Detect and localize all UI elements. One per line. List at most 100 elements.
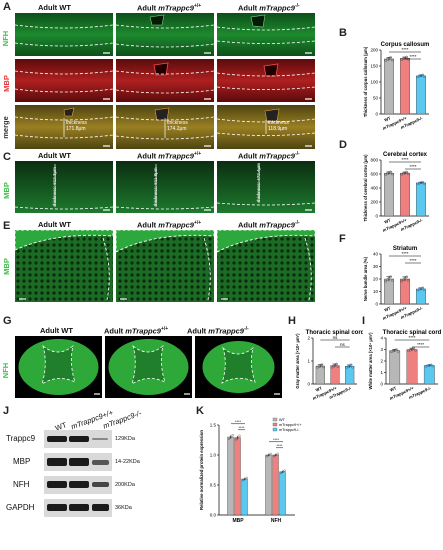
- data-point: [336, 365, 340, 368]
- data-point: [428, 364, 431, 367]
- data-point: [422, 75, 426, 78]
- panel-letter-c: C: [3, 151, 11, 163]
- chart-f: Striatum Nerve bundle area (%) 0 10 20 30 40 WT…: [363, 246, 429, 321]
- y-axis-label: Gray matter area (×10⁶ μm²): [295, 333, 300, 389]
- thickness-label-minus: thickness 118.9μm: [268, 120, 289, 132]
- chart-title: Cerebral cortex: [383, 152, 428, 158]
- data-point: [400, 172, 404, 176]
- y-tick-label: 100: [370, 80, 378, 85]
- data-point: [406, 279, 410, 282]
- c-title-plus: Adult mTrappc9+/+: [137, 151, 202, 161]
- data-point: [416, 182, 420, 186]
- bar-0: [384, 172, 395, 217]
- sig-label: ****: [273, 438, 279, 442]
- sig-label: ****: [239, 426, 245, 430]
- row-label-mbp-c: MBP: [1, 182, 11, 199]
- data-point: [426, 364, 429, 368]
- data-point: [419, 287, 423, 290]
- y-tick-label: 1: [380, 370, 383, 375]
- data-point: [431, 364, 435, 368]
- data-point: [416, 288, 420, 292]
- row-label-mbp: MBP: [1, 75, 11, 92]
- data-point: [395, 348, 398, 351]
- cortex-label-minus: thickness: 472.4μm: [256, 163, 261, 202]
- spinal-cord-minus: [195, 336, 282, 398]
- sig-label: ****: [409, 164, 416, 169]
- x-tick-label: WT: [315, 385, 323, 392]
- data-point: [243, 477, 246, 481]
- c-title-minus: Adult mTrappc9-/-: [238, 151, 300, 161]
- bar-0: [389, 350, 401, 385]
- data-point: [335, 362, 338, 366]
- sig-label: ****: [409, 258, 416, 263]
- y-tick-label: 30: [373, 264, 379, 269]
- sig-label: ****: [235, 420, 241, 424]
- micrograph-cortex-wt: [15, 161, 113, 213]
- sig-label: ****: [417, 342, 424, 347]
- data-point: [390, 279, 394, 282]
- data-point: [231, 434, 234, 437]
- chart-k: Relative normalized protein expression 0.…: [199, 417, 302, 524]
- data-point: [234, 438, 238, 441]
- bar-nfh-0: [265, 454, 272, 516]
- bar-0: [384, 58, 395, 115]
- panel-letter-d: D: [339, 139, 347, 151]
- legend-label: mTrappc9+/+: [279, 423, 302, 427]
- bar-2: [423, 365, 435, 385]
- data-point: [403, 276, 407, 280]
- sig-label: ****: [401, 47, 408, 52]
- wb-protein-nfh: NFH: [13, 480, 30, 489]
- data-point: [429, 363, 433, 367]
- y-tick-label: 40: [373, 252, 379, 257]
- data-point: [236, 436, 239, 439]
- data-point: [269, 452, 272, 455]
- thickness-label-wt: thickness 171.8μm: [66, 120, 87, 132]
- row-label-merge: merge: [0, 116, 10, 139]
- x-tick-label: MBP: [232, 518, 244, 524]
- y-tick-label: 20: [373, 277, 379, 282]
- wb-size-mbp: 14-22KDa: [115, 459, 140, 465]
- micrograph-mbp-wt: [15, 59, 113, 102]
- legend-label: WT: [279, 418, 286, 422]
- data-point: [424, 364, 428, 368]
- bar-mbp-2: [241, 478, 248, 516]
- data-point: [416, 75, 420, 79]
- col-title-wt: Adult WT: [38, 3, 71, 12]
- micrograph-nfh-plus: [116, 13, 214, 56]
- y-tick-label: 2: [380, 359, 383, 364]
- data-point: [418, 288, 421, 291]
- sig-label: ns: [340, 342, 346, 347]
- sig-label: ****: [409, 54, 416, 59]
- data-point: [265, 455, 269, 458]
- data-point: [320, 363, 324, 366]
- bar-1: [400, 172, 411, 217]
- y-tick-label: 0.0: [210, 513, 217, 518]
- bar-0: [384, 278, 395, 305]
- sig-label: ****: [277, 444, 283, 448]
- panel-letter-i: I: [362, 315, 366, 327]
- sig-label: ****: [401, 157, 408, 162]
- data-point: [351, 365, 354, 369]
- data-point: [400, 279, 404, 283]
- y-tick-label: 400: [370, 186, 378, 191]
- legend-swatch: [272, 427, 278, 432]
- data-point: [281, 470, 284, 473]
- y-tick-label: 200: [370, 200, 378, 205]
- data-point: [421, 73, 424, 77]
- y-axis-label: Nerve bundle area (%): [363, 256, 368, 301]
- data-point: [276, 452, 279, 455]
- x-tick-label: WT: [383, 217, 391, 224]
- panel-a-images: [15, 13, 315, 149]
- c-title-wt: Adult WT: [38, 151, 71, 160]
- cortex-label-wt: thickness: 612.3μm: [52, 167, 57, 206]
- data-point: [418, 181, 421, 185]
- data-point: [390, 172, 394, 176]
- g-title-plus: Adult mTrappc9+/+: [104, 326, 169, 336]
- cortex-label-plus: thickness: 611.8μm: [153, 167, 158, 206]
- bar-nfh-2: [279, 471, 286, 516]
- panel-letter-j: J: [3, 405, 10, 417]
- legend-label: mTrappc9-/-: [279, 428, 300, 432]
- data-point: [238, 434, 241, 437]
- sig-label: ****: [408, 335, 415, 340]
- panel-c-images: [15, 161, 315, 213]
